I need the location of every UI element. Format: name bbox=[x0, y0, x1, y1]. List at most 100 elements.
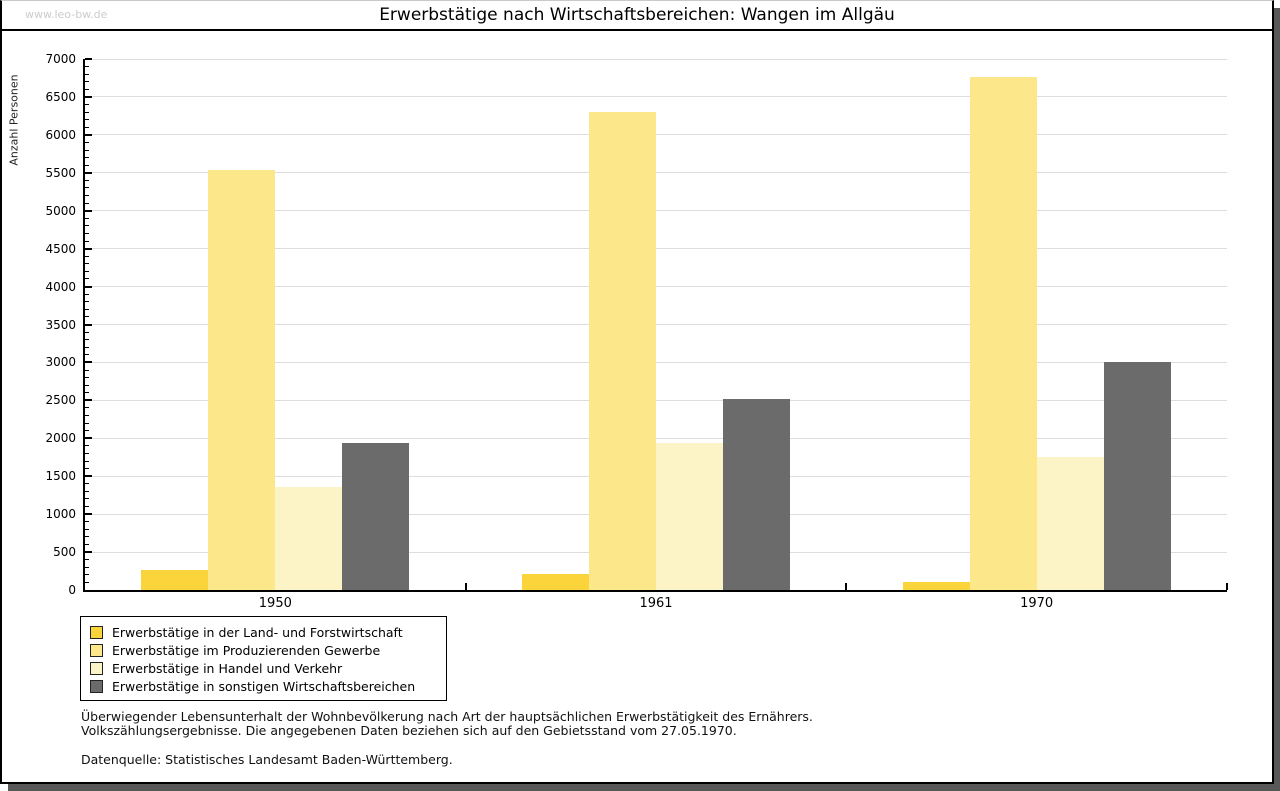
gridline bbox=[85, 248, 1227, 250]
legend-item: Erwerbstätige im Produzierenden Gewerbe bbox=[90, 641, 442, 659]
y-minor-tick bbox=[85, 384, 89, 386]
y-major-tick bbox=[85, 171, 92, 174]
y-minor-tick bbox=[85, 445, 89, 447]
y-minor-tick bbox=[85, 164, 89, 166]
y-minor-tick bbox=[85, 255, 89, 257]
y-major-tick bbox=[85, 285, 92, 288]
watermark: www.leo-bw.de bbox=[25, 8, 108, 21]
y-major-tick bbox=[85, 551, 92, 554]
y-major-tick bbox=[85, 513, 92, 516]
y-minor-tick bbox=[85, 316, 89, 318]
y-tick-label: 2000 bbox=[45, 431, 76, 446]
y-minor-tick bbox=[85, 217, 89, 219]
y-minor-tick bbox=[85, 536, 89, 538]
y-minor-tick bbox=[85, 559, 89, 561]
footnote-line-1: Überwiegender Lebensunterhalt der Wohnbe… bbox=[81, 709, 813, 724]
legend-item: Erwerbstätige in Handel und Verkehr bbox=[90, 659, 442, 677]
gridline bbox=[85, 134, 1227, 136]
x-category-label: 1950 bbox=[258, 596, 292, 611]
y-minor-tick bbox=[85, 232, 89, 234]
data-source: Datenquelle: Statistisches Landesamt Bad… bbox=[81, 752, 453, 767]
gridline bbox=[85, 324, 1227, 325]
y-axis-label: Anzahl Personen bbox=[7, 74, 21, 166]
bar-1950-series-2 bbox=[208, 169, 276, 590]
y-minor-tick bbox=[85, 187, 89, 189]
legend-label: Erwerbstätige in der Land- und Forstwirt… bbox=[112, 624, 403, 640]
y-tick-label: 0 bbox=[68, 583, 76, 597]
y-minor-tick bbox=[85, 66, 89, 68]
y-minor-tick bbox=[85, 104, 89, 105]
y-minor-tick bbox=[85, 581, 89, 583]
y-minor-tick bbox=[85, 543, 89, 545]
y-minor-tick bbox=[85, 483, 89, 485]
y-minor-tick bbox=[85, 73, 89, 75]
y-minor-tick bbox=[85, 346, 89, 348]
x-boundary-tick bbox=[845, 583, 848, 590]
y-minor-tick bbox=[85, 498, 89, 500]
y-major-tick bbox=[85, 58, 92, 60]
x-category-label: 1970 bbox=[1020, 596, 1054, 611]
y-minor-tick bbox=[85, 88, 89, 90]
y-minor-tick bbox=[85, 157, 89, 159]
x-category-label: 1961 bbox=[639, 596, 673, 611]
bar-1970-series-2 bbox=[969, 77, 1037, 590]
gridline bbox=[85, 58, 1227, 60]
y-tick-label: 3000 bbox=[45, 355, 76, 370]
y-minor-tick bbox=[85, 369, 89, 371]
y-minor-tick bbox=[85, 119, 89, 121]
y-minor-tick bbox=[85, 521, 89, 523]
y-minor-tick bbox=[85, 452, 89, 454]
gridline bbox=[85, 286, 1227, 288]
y-major-tick bbox=[85, 323, 92, 326]
legend-swatch-icon bbox=[90, 625, 103, 639]
y-minor-tick bbox=[85, 468, 89, 470]
y-minor-tick bbox=[85, 339, 89, 341]
bar-1950-series-1 bbox=[141, 569, 209, 590]
bar-1970-series-1 bbox=[902, 581, 970, 590]
footnote: Überwiegender Lebensunterhalt der Wohnbe… bbox=[81, 710, 813, 738]
legend-swatch-icon bbox=[90, 679, 103, 693]
y-tick-label: 1500 bbox=[45, 469, 76, 484]
gridline bbox=[85, 210, 1227, 212]
bar-1970-series-3 bbox=[1036, 456, 1104, 590]
legend: Erwerbstätige in der Land- und Forstwirt… bbox=[80, 616, 447, 701]
y-minor-tick bbox=[85, 293, 89, 295]
y-minor-tick bbox=[85, 195, 89, 197]
y-minor-tick bbox=[85, 308, 89, 310]
y-major-tick bbox=[85, 399, 92, 402]
legend-item: Erwerbstätige in sonstigen Wirtschaftsbe… bbox=[90, 677, 442, 695]
y-minor-tick bbox=[85, 81, 89, 83]
drop-shadow-bottom bbox=[8, 784, 1280, 791]
y-minor-tick bbox=[85, 111, 89, 113]
legend-swatch-icon bbox=[90, 643, 103, 657]
y-tick-label: 5000 bbox=[45, 203, 76, 218]
y-minor-tick bbox=[85, 278, 89, 280]
gridline bbox=[85, 96, 1227, 98]
y-major-tick bbox=[85, 209, 92, 212]
y-major-tick bbox=[85, 361, 92, 364]
legend-swatch-icon bbox=[90, 661, 103, 675]
y-major-tick bbox=[85, 95, 92, 98]
y-minor-tick bbox=[85, 141, 89, 143]
y-major-tick bbox=[85, 247, 92, 250]
y-tick-label: 5500 bbox=[45, 165, 76, 180]
y-tick-label: 7000 bbox=[45, 52, 76, 66]
gridline bbox=[85, 361, 1227, 363]
y-minor-tick bbox=[85, 301, 89, 303]
y-minor-tick bbox=[85, 566, 89, 568]
y-major-tick bbox=[85, 475, 92, 478]
y-minor-tick bbox=[85, 270, 89, 272]
gridline bbox=[85, 399, 1227, 401]
y-minor-tick bbox=[85, 331, 89, 333]
y-tick-label: 4000 bbox=[45, 279, 76, 294]
x-boundary-tick bbox=[464, 583, 467, 590]
gridline bbox=[85, 437, 1227, 439]
y-minor-tick bbox=[85, 225, 89, 227]
y-minor-tick bbox=[85, 422, 89, 424]
y-minor-tick bbox=[85, 415, 89, 417]
bar-1961-series-1 bbox=[522, 574, 589, 590]
y-minor-tick bbox=[85, 460, 89, 462]
gridline bbox=[85, 172, 1227, 174]
y-tick-label: 6000 bbox=[45, 127, 76, 142]
